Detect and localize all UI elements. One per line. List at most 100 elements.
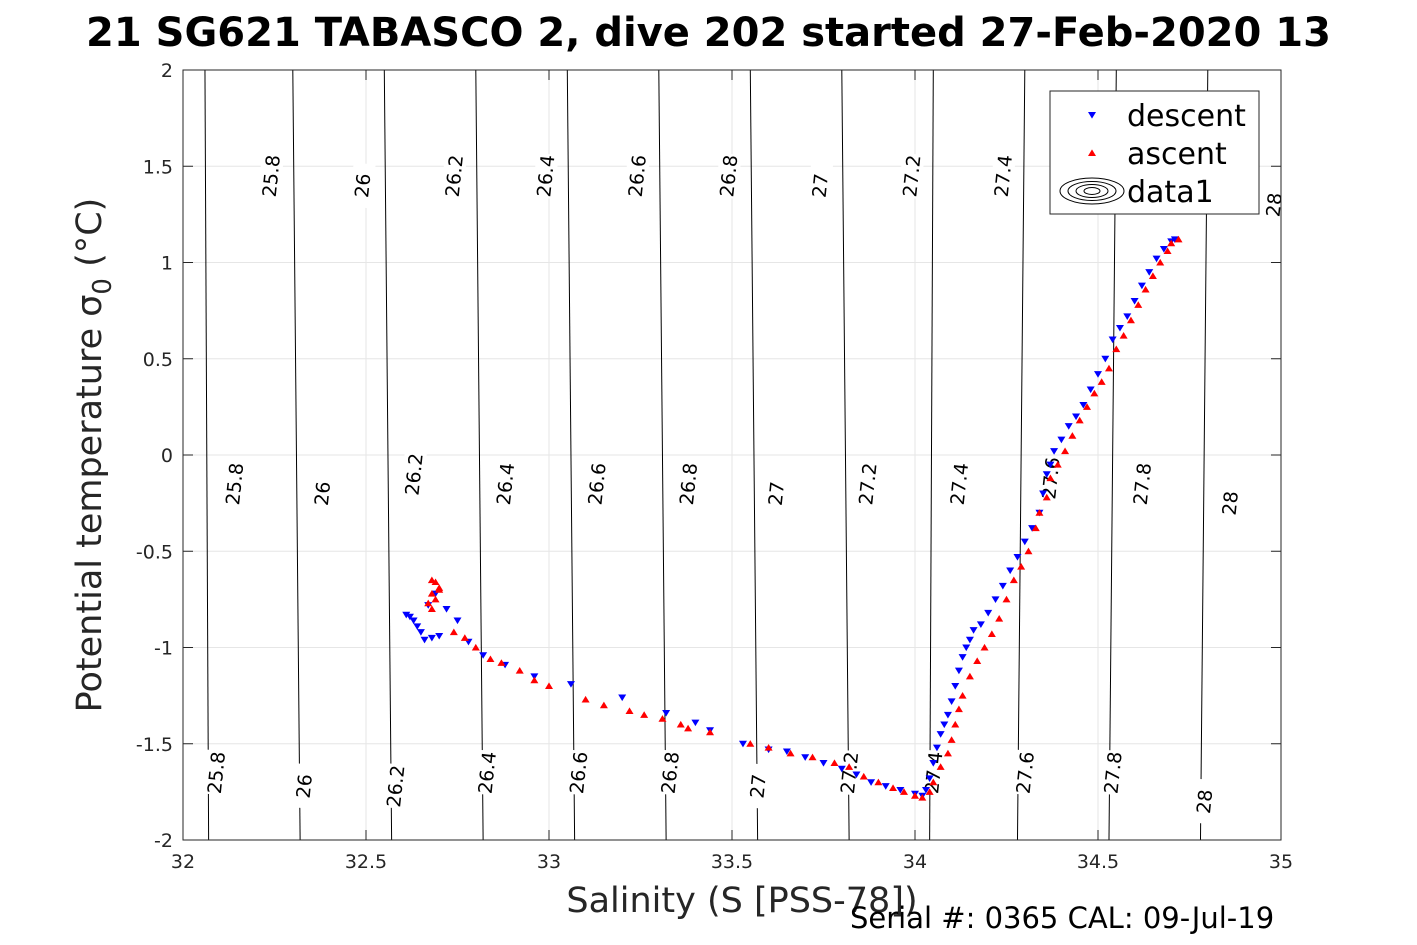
descent-point xyxy=(782,748,791,756)
descent-point xyxy=(976,621,985,628)
contour-labels: 25.8 25.8 25.8 26 26 26 26.2 26.2 26.2 26.4 26.4 26… xyxy=(202,152,1287,825)
descent-point xyxy=(819,760,828,767)
ascent-point xyxy=(1167,239,1176,247)
contour-label: 26.8 xyxy=(715,152,742,199)
descent-point xyxy=(1057,436,1066,444)
legend-contour-icon xyxy=(1075,184,1109,198)
contour-label: 26 xyxy=(308,470,336,517)
ascent-point xyxy=(1075,416,1084,424)
descent-point xyxy=(801,754,810,761)
descent-point xyxy=(1028,525,1037,532)
descent-point xyxy=(405,613,414,621)
x-tick-label: 33.5 xyxy=(711,851,753,873)
ascent-point xyxy=(1112,345,1121,353)
contour-label-bg xyxy=(290,763,318,810)
contour-label-text: 26.6 xyxy=(625,154,651,198)
contour-label: 26.2 xyxy=(400,451,428,498)
contour-label-text: 26.6 xyxy=(566,751,592,795)
contour-label-text: 25.8 xyxy=(204,751,230,795)
contour-label-text: 27 xyxy=(746,773,770,799)
contour-line xyxy=(566,69,576,841)
contour-label: 25.8 xyxy=(257,152,285,199)
contour-label-bg xyxy=(623,152,651,199)
y-axis-ticks: -2 -1.5 -1 -0.5 0 0.5 1 1.5 2 xyxy=(136,60,1281,852)
ascent-point xyxy=(911,792,919,799)
ascent-point xyxy=(1126,316,1135,324)
ascent-point xyxy=(965,672,974,680)
ascent-point xyxy=(427,590,436,597)
contour-label-text: 25.8 xyxy=(259,154,285,198)
descent-point xyxy=(947,698,956,705)
ascent-point xyxy=(947,736,956,743)
contour-label-text: 26.4 xyxy=(533,154,559,198)
y-axis-label-main: Potential temperature σ xyxy=(70,295,110,713)
contour-label-bg xyxy=(382,763,409,810)
ascent-point xyxy=(1083,403,1092,410)
descent-point xyxy=(881,783,890,790)
contour-label: 27 xyxy=(762,470,790,517)
ascent-point xyxy=(1104,364,1113,372)
contour-label-bg xyxy=(491,460,519,507)
ascent-point xyxy=(435,586,444,593)
legend-marker-descent xyxy=(1088,112,1096,119)
ascent-point xyxy=(460,634,469,641)
contour-label-bg xyxy=(1011,749,1039,796)
descent-point xyxy=(958,654,967,661)
contour-label-bg xyxy=(674,460,702,507)
ascent-point xyxy=(845,763,854,770)
descent-point xyxy=(420,636,429,644)
contour-label-bg xyxy=(854,460,881,507)
descent-point xyxy=(867,779,876,786)
ascent-point xyxy=(900,788,909,795)
descent-point xyxy=(1079,401,1088,409)
contour-label-text: 27.6 xyxy=(1013,751,1039,795)
contour-label-bg xyxy=(473,749,501,796)
ascent-point xyxy=(1017,563,1026,570)
descent-point xyxy=(413,623,422,630)
descent-point xyxy=(1123,313,1132,320)
ascent-point xyxy=(1141,285,1150,293)
descent-point xyxy=(896,786,905,794)
descent-point xyxy=(427,634,436,642)
ascent-point xyxy=(987,630,996,638)
y-axis-label-unit: (°C) xyxy=(70,198,110,278)
ascent-point xyxy=(640,711,649,718)
descent-point xyxy=(1159,246,1168,253)
descent-point xyxy=(738,740,747,748)
x-axis-ticks: 32 32.5 33 33.5 34 34.5 35 xyxy=(171,70,1293,873)
legend-contour-icon xyxy=(1083,187,1101,195)
contour-label: 26.4 xyxy=(473,749,501,796)
contour-label-text: 26.8 xyxy=(676,462,702,506)
contour-label-text: 26.2 xyxy=(383,764,409,808)
descent-point xyxy=(402,611,411,619)
contour-label: 27.8 xyxy=(1099,749,1127,796)
ascent-point xyxy=(676,720,685,728)
contour-label: 26 xyxy=(290,763,318,810)
contour-label: 27.2 xyxy=(898,152,925,199)
descent-point xyxy=(1050,448,1059,455)
ascent-point xyxy=(1097,378,1106,385)
contour-label: 27.4 xyxy=(989,152,1017,199)
contour-label-bg xyxy=(532,152,559,199)
contour-label: 25.8 xyxy=(221,460,248,507)
contour-label-bg xyxy=(202,749,230,796)
y-axis-label-subscript: 0 xyxy=(88,278,118,295)
ascent-point xyxy=(830,759,839,766)
y-tick-label: 2 xyxy=(161,60,173,82)
chart-title: 21 SG621 TABASCO 2, dive 202 started 27-… xyxy=(86,10,1331,56)
descent-point xyxy=(1137,282,1146,290)
descent-point xyxy=(969,627,978,634)
descent-point xyxy=(962,644,971,652)
contour-label: 25.8 xyxy=(202,749,230,796)
descent-point xyxy=(951,683,960,690)
descent-point xyxy=(1145,269,1154,276)
legend-contour-icon xyxy=(1067,181,1117,201)
y-tick-label: 0.5 xyxy=(143,349,173,371)
contour-label-text: 28 xyxy=(1219,490,1243,516)
ascent-point xyxy=(859,772,868,780)
ascent-point xyxy=(1163,247,1172,254)
contour-label: 26.6 xyxy=(623,152,651,199)
ascent-point xyxy=(936,763,945,770)
x-tick-label: 34.5 xyxy=(1077,851,1119,873)
contour-line xyxy=(1016,69,1026,841)
